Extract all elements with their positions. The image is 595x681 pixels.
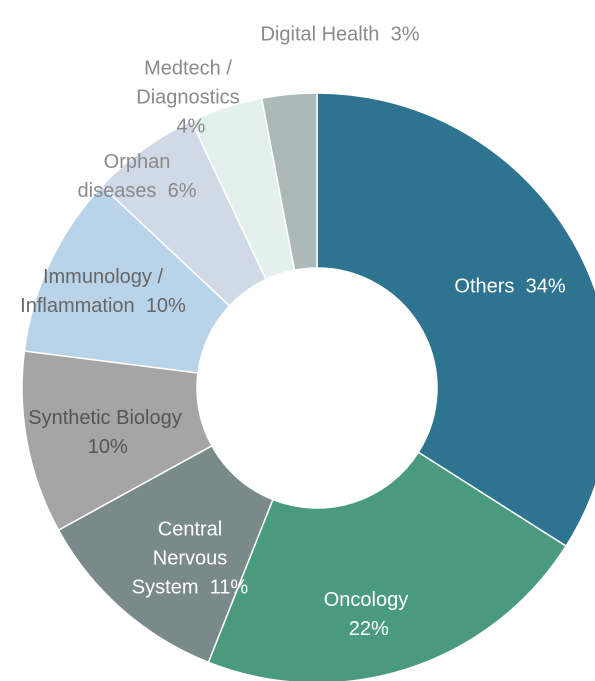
category-name: Immunology / Inflammation (20, 266, 164, 317)
category-name: Oncology (323, 589, 409, 611)
slice-label: Central Nervous System 11% (126, 516, 254, 603)
donut-slice (57, 444, 274, 664)
slice-label: Digital Health 3% (258, 21, 423, 50)
slice-label: Oncology 22% (311, 586, 421, 644)
slice-label: Others 34% (410, 273, 595, 302)
donut-slice (316, 92, 595, 548)
value-label: 10% (145, 295, 186, 317)
category-name: Central Nervous System (131, 518, 228, 599)
value-label: 6% (167, 180, 197, 202)
slice-label: Synthetic Biology 10% (23, 404, 188, 462)
category-name: Synthetic Biology (28, 407, 182, 429)
value-label: 22% (348, 618, 389, 640)
value-label: 11% (209, 576, 249, 599)
value-label: 10% (87, 436, 128, 458)
category-name: Medtech / Diagnostics (136, 57, 240, 109)
slice-label: Orphan diseases 6% (62, 148, 212, 206)
value-label: 3% (390, 23, 420, 46)
category-name: Orphan diseases (77, 151, 171, 202)
category-name: Others (454, 275, 515, 298)
donut-slice (260, 92, 318, 272)
value-label: 34% (525, 275, 566, 298)
category-name: Digital Health (260, 23, 380, 46)
donut-slice (207, 451, 568, 681)
slice-label: Medtech / Diagnostics 4% (118, 55, 258, 142)
slice-label: Immunology / Inflammation 10% (14, 263, 192, 321)
value-label: 4% (176, 115, 206, 138)
